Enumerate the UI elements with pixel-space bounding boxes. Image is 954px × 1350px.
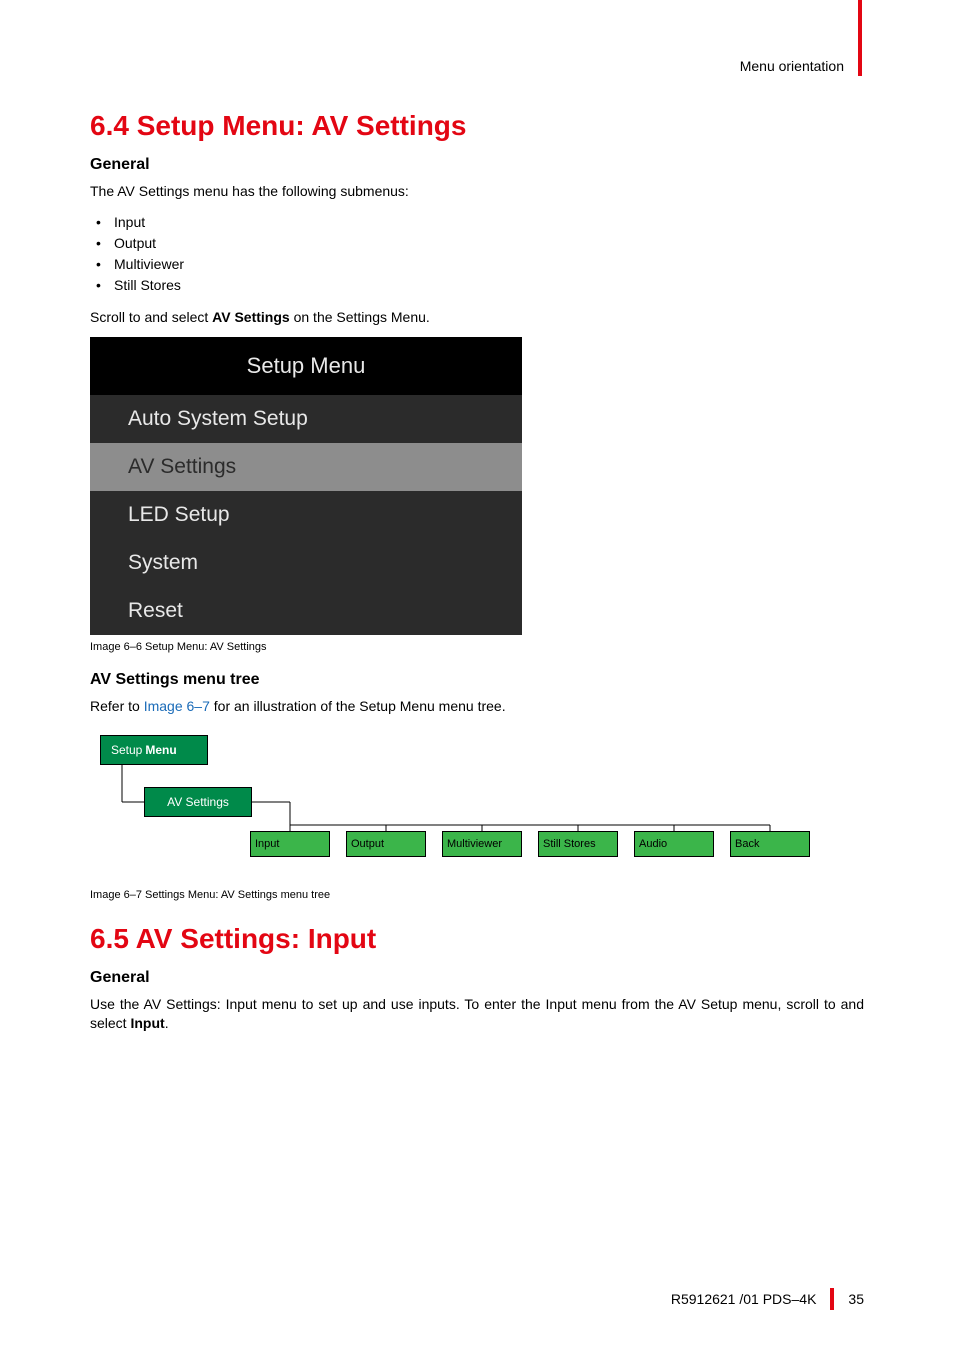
bullet-item: Multiviewer [96, 254, 864, 275]
setup-menu-item-system[interactable]: System [90, 539, 522, 587]
footer-accent-bar [830, 1288, 834, 1310]
bullet-item: Still Stores [96, 275, 864, 296]
tree-leaf-output: Output [346, 831, 426, 857]
setup-menu-item-reset[interactable]: Reset [90, 587, 522, 635]
tree-node-setup-menu: Setup Menu [100, 735, 208, 765]
tree-leaf-multiviewer: Multiviewer [442, 831, 522, 857]
tree-refer-pre: Refer to [90, 698, 144, 714]
body-65-bold: Input [130, 1015, 164, 1031]
av-settings-tree-heading: AV Settings menu tree [90, 671, 864, 689]
tree-leaf-back: Back [730, 831, 810, 857]
general-heading-65: General [90, 969, 864, 987]
setup-menu-item-auto[interactable]: Auto System Setup [90, 395, 522, 443]
bullet-item: Output [96, 233, 864, 254]
bullet-item: Input [96, 212, 864, 233]
scroll-instruction: Scroll to and select AV Settings on the … [90, 308, 864, 328]
tree-root-bold: Menu [145, 743, 176, 757]
page-container: Menu orientation 6.4 Setup Menu: AV Sett… [0, 0, 954, 1350]
tree-leaf-input: Input [250, 831, 330, 857]
tree-root-pre: Setup [111, 743, 142, 757]
section-65-body: Use the AV Settings: Input menu to set u… [90, 995, 864, 1034]
page-number: 35 [848, 1291, 864, 1307]
header-accent-bar [858, 0, 862, 76]
av-settings-menu-tree: Setup Menu AV Settings Input Output Mult… [100, 735, 872, 865]
tree-leaf-audio: Audio [634, 831, 714, 857]
setup-menu-item-led[interactable]: LED Setup [90, 491, 522, 539]
image-6-6-caption: Image 6–6 Setup Menu: AV Settings [90, 641, 864, 653]
scroll-pre: Scroll to and select [90, 309, 212, 325]
image-6-7-caption: Image 6–7 Settings Menu: AV Settings men… [90, 889, 864, 901]
setup-menu-title: Setup Menu [90, 337, 522, 395]
page-footer: R5912621 /01 PDS–4K 35 [671, 1288, 864, 1310]
submenu-bullet-list: Input Output Multiviewer Still Stores [96, 212, 864, 296]
image-6-7-link[interactable]: Image 6–7 [144, 698, 210, 714]
document-id: R5912621 /01 PDS–4K [671, 1291, 817, 1307]
body-65-post: . [165, 1015, 169, 1031]
intro-paragraph-64: The AV Settings menu has the following s… [90, 182, 864, 202]
setup-menu-item-av-settings[interactable]: AV Settings [90, 443, 522, 491]
tree-leaf-still-stores: Still Stores [538, 831, 618, 857]
section-6-5-title: 6.5 AV Settings: Input [90, 923, 864, 955]
general-heading-64: General [90, 156, 864, 174]
body-65-pre: Use the AV Settings: Input menu to set u… [90, 996, 864, 1032]
section-6-4-title: 6.4 Setup Menu: AV Settings [90, 110, 864, 142]
tree-refer-paragraph: Refer to Image 6–7 for an illustration o… [90, 697, 864, 717]
scroll-bold: AV Settings [212, 309, 290, 325]
tree-refer-post: for an illustration of the Setup Menu me… [210, 698, 506, 714]
running-header: Menu orientation [740, 58, 844, 74]
setup-menu-screenshot: Setup Menu Auto System Setup AV Settings… [90, 337, 522, 635]
scroll-post: on the Settings Menu. [290, 309, 430, 325]
tree-node-av-settings: AV Settings [144, 787, 252, 817]
